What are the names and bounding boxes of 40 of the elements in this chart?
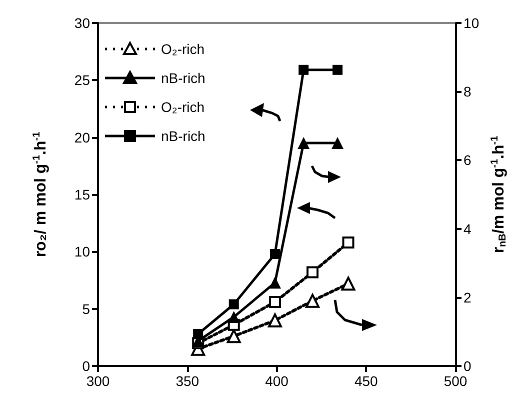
point xyxy=(306,266,319,278)
point xyxy=(228,310,240,323)
point xyxy=(298,137,310,150)
x-tick-label: 500 xyxy=(444,373,468,389)
point xyxy=(193,328,204,339)
y-tick-label: 30 xyxy=(74,15,90,31)
y2-tick-label: 2 xyxy=(464,289,472,306)
point xyxy=(228,299,239,310)
point xyxy=(268,296,281,308)
legend-label: nB-rich xyxy=(161,128,206,144)
y-tick-label: 10 xyxy=(74,244,90,260)
x-tick-label: 350 xyxy=(176,373,200,389)
legend-label: O₂-rich xyxy=(161,41,205,57)
point xyxy=(268,313,282,328)
x-tick-label: 400 xyxy=(265,373,289,389)
point xyxy=(306,294,320,308)
legend-label: O₂-rich xyxy=(161,99,205,115)
point xyxy=(341,276,356,291)
y2-tick-label: 8 xyxy=(464,84,472,100)
point xyxy=(226,329,241,344)
x-tick-label: 450 xyxy=(354,373,378,389)
point xyxy=(298,64,309,75)
y2-tick-label: 10 xyxy=(464,15,480,31)
y2-axis-title: rnB/m mol g-1.h-1 xyxy=(490,135,508,254)
point xyxy=(332,64,343,75)
legend-label: nB-rich xyxy=(161,70,206,86)
y-axis-title: ro₂/ m mol g-1.h-1 xyxy=(32,131,50,258)
y-tick-label: 0 xyxy=(82,358,90,374)
point xyxy=(342,236,354,249)
y2-tick-label: 0 xyxy=(464,358,472,374)
y-tick-label: 15 xyxy=(74,186,90,202)
y-tick-label: 20 xyxy=(74,129,90,146)
y-tick-label: 5 xyxy=(82,300,90,317)
y2-tick-label: 4 xyxy=(464,220,472,237)
point xyxy=(332,137,344,150)
point xyxy=(270,248,280,259)
x-tick-label: 300 xyxy=(86,373,110,389)
y2-tick-label: 6 xyxy=(464,152,472,168)
point xyxy=(268,276,281,289)
y-tick-label: 25 xyxy=(74,72,90,88)
